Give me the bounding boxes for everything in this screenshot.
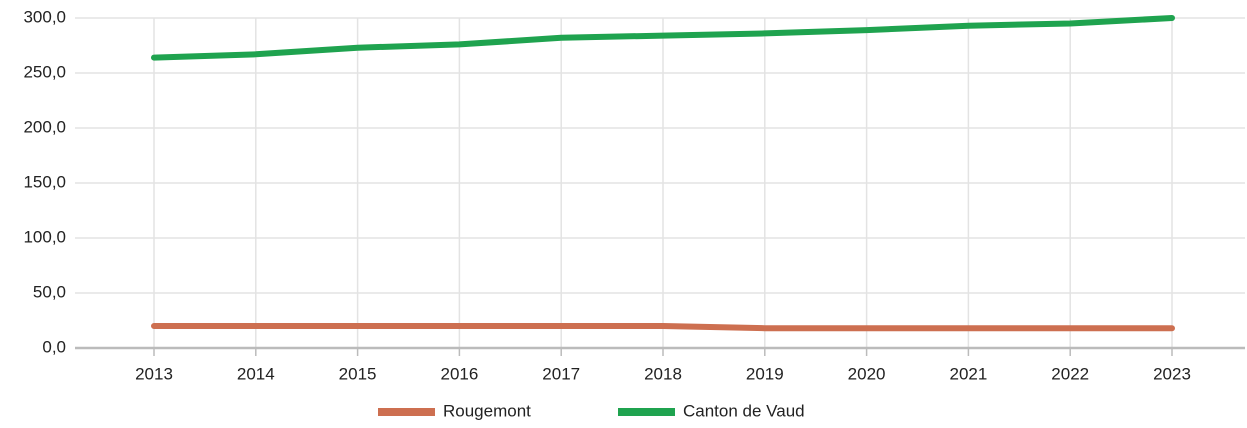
series-line: [151, 15, 1175, 61]
x-tick-label: 2023: [1153, 364, 1191, 383]
series-line: [151, 323, 1175, 332]
y-tick-label: 200,0: [23, 117, 66, 136]
y-tick-label: 0,0: [42, 337, 66, 356]
y-tick-label: 300,0: [23, 7, 66, 26]
x-tick-label: 2022: [1051, 364, 1089, 383]
y-tick-label: 150,0: [23, 172, 66, 191]
x-tick-label: 2021: [949, 364, 987, 383]
x-tick-label: 2015: [339, 364, 377, 383]
x-tick-label: 2014: [237, 364, 275, 383]
x-tick-label: 2016: [440, 364, 478, 383]
y-tick-label: 50,0: [33, 282, 66, 301]
x-tick-label: 2017: [542, 364, 580, 383]
legend-swatch: [378, 408, 435, 416]
x-tick-label: 2020: [848, 364, 886, 383]
y-tick-label: 100,0: [23, 227, 66, 246]
x-tick-label: 2019: [746, 364, 784, 383]
x-tick-label: 2018: [644, 364, 682, 383]
legend-label: Rougemont: [443, 401, 531, 420]
x-tick-label: 2013: [135, 364, 173, 383]
y-tick-label: 250,0: [23, 62, 66, 81]
legend-label: Canton de Vaud: [683, 401, 805, 420]
legend-swatch: [618, 408, 675, 416]
